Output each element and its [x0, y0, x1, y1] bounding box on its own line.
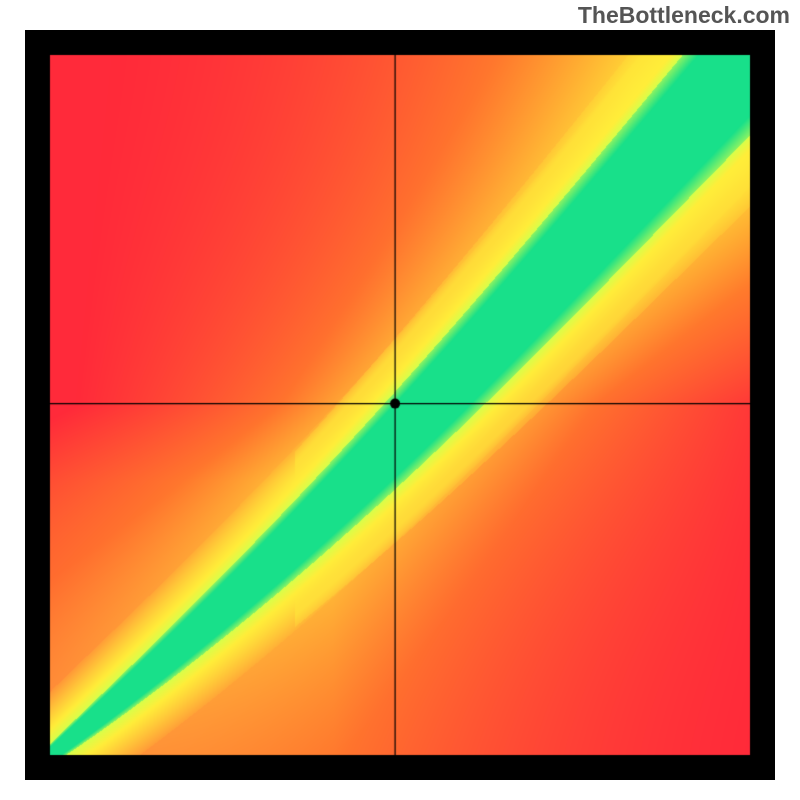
chart-container: TheBottleneck.com — [0, 0, 800, 800]
bottleneck-heatmap — [25, 30, 775, 780]
heatmap-frame — [25, 30, 775, 780]
watermark-text: TheBottleneck.com — [578, 2, 790, 29]
